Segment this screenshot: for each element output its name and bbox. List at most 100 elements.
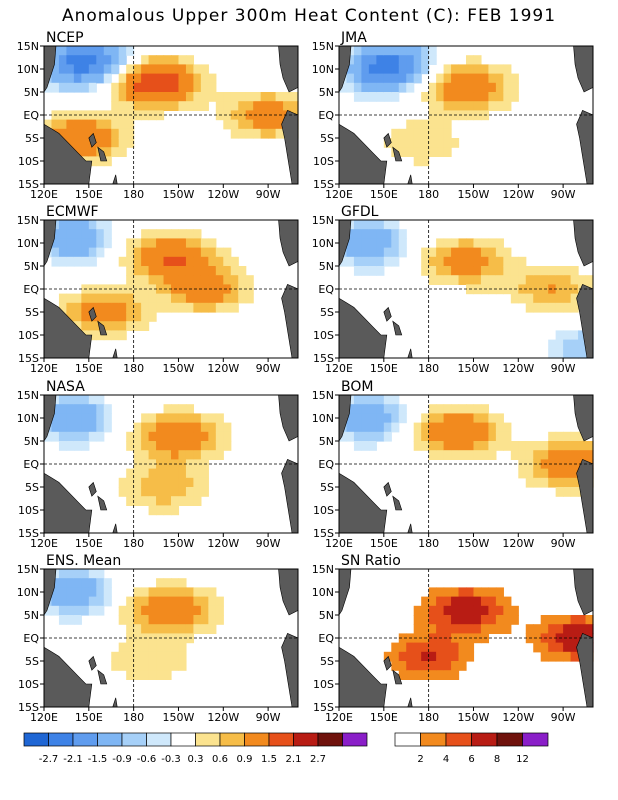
field-cell — [171, 422, 180, 433]
field-cell — [163, 459, 172, 470]
field-cell — [141, 615, 150, 625]
field-cell — [44, 605, 53, 616]
field-cell — [118, 477, 127, 488]
field-cell — [126, 256, 135, 267]
field-cell — [503, 422, 512, 433]
field-cell — [96, 569, 105, 579]
field-cell — [406, 73, 415, 84]
field-cell — [353, 82, 363, 93]
colorbar-swatch — [170, 732, 196, 747]
field-cell — [148, 642, 157, 653]
field-cell — [81, 55, 90, 65]
field-cell — [81, 302, 90, 313]
field-cell — [156, 468, 165, 479]
field-cell — [215, 605, 224, 616]
field-cell — [126, 101, 135, 111]
field-cell — [126, 293, 135, 304]
y-tick-label: 5S — [320, 306, 334, 319]
field-cell — [223, 275, 232, 285]
field-cell — [383, 229, 392, 239]
field-cell — [81, 238, 90, 249]
field-cell — [66, 587, 75, 598]
field-cell — [533, 284, 542, 295]
field-cell — [66, 238, 75, 249]
field-cell — [200, 487, 209, 497]
field-cell — [368, 266, 377, 276]
field-cell — [73, 587, 82, 598]
field-cell — [148, 293, 157, 304]
field-cell — [413, 624, 422, 634]
field-cell — [81, 128, 90, 139]
field-cell — [58, 293, 68, 304]
land-mass — [383, 306, 392, 322]
field-cell — [540, 624, 549, 634]
field-cell — [570, 487, 579, 497]
field-cell — [163, 101, 172, 111]
field-cell — [96, 119, 105, 130]
land-mass — [338, 568, 352, 617]
field-cell — [495, 624, 504, 634]
field-cell — [171, 615, 180, 625]
field-cell — [391, 73, 400, 84]
field-cell — [163, 468, 172, 479]
field-cell — [148, 505, 157, 516]
field-cell — [178, 624, 187, 634]
field-cell — [148, 605, 157, 616]
field-cell — [353, 73, 363, 84]
field-cell — [480, 64, 490, 75]
field-cell — [66, 395, 75, 405]
field-cell — [383, 46, 392, 56]
field-cell — [548, 651, 557, 662]
field-cell — [383, 431, 392, 442]
field-cell — [436, 670, 445, 680]
field-cell — [58, 404, 68, 414]
field-cell — [473, 256, 482, 267]
field-cell — [103, 110, 112, 121]
field-cell — [443, 73, 452, 84]
field-cell — [488, 431, 497, 442]
field-cell — [215, 101, 224, 111]
field-cell — [458, 615, 467, 625]
field-cell — [413, 422, 422, 433]
field-cell — [88, 321, 97, 331]
field-cell — [398, 670, 407, 680]
field-cell — [368, 413, 377, 424]
field-cell — [58, 229, 68, 239]
x-tick-label: 120E — [30, 711, 58, 724]
field-cell — [488, 247, 497, 258]
field-cell — [451, 138, 460, 148]
x-tick-label: 150E — [75, 362, 103, 375]
field-cell — [215, 441, 224, 451]
field-cell — [428, 422, 437, 433]
field-cell — [163, 642, 172, 653]
y-tick-label: 5S — [320, 655, 334, 668]
field-cell — [215, 247, 224, 258]
field-cell — [245, 119, 254, 130]
y-tick-label: 5N — [24, 609, 39, 622]
field-cell — [141, 450, 150, 460]
field-cell — [503, 605, 512, 616]
land-mass — [281, 110, 299, 185]
field-cell — [96, 229, 105, 239]
field-cell — [163, 615, 172, 625]
colorbar-swatch — [97, 732, 123, 747]
field-cell — [518, 293, 527, 304]
x-tick-label: 90W — [256, 362, 281, 375]
field-cell — [148, 633, 157, 644]
y-tick-label: 5S — [25, 481, 39, 494]
field-cell — [503, 256, 512, 267]
field-cell — [51, 247, 60, 258]
field-cell — [346, 229, 355, 239]
field-cell — [118, 256, 127, 267]
field-cell — [185, 413, 195, 424]
field-cell — [361, 46, 370, 56]
field-cell — [171, 505, 180, 516]
field-cell — [451, 422, 460, 433]
field-cell — [570, 651, 579, 662]
field-cell — [200, 73, 209, 84]
field-cell — [533, 642, 542, 653]
field-cell — [443, 431, 452, 442]
field-cell — [230, 302, 239, 313]
y-tick-label: 10N — [17, 237, 39, 250]
field-cell — [563, 275, 572, 285]
